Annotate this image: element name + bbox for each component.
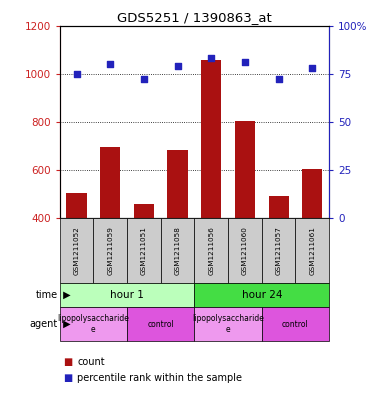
Text: lipopolysaccharide
e: lipopolysaccharide e (57, 314, 129, 334)
Point (174, 63, 181, 69)
Point (208, 55, 214, 61)
Text: ▶: ▶ (60, 319, 70, 329)
Bar (302, 169, 323, 218)
Point (107, 61, 113, 67)
Text: hour 24: hour 24 (241, 290, 282, 300)
Text: GSM1211060: GSM1211060 (242, 226, 248, 275)
Point (276, 76, 282, 83)
Text: time: time (36, 290, 58, 300)
Bar (66, 193, 87, 218)
Text: ■: ■ (64, 373, 73, 383)
Point (309, 65, 315, 71)
Text: GSM1211056: GSM1211056 (208, 226, 214, 275)
Title: GDS5251 / 1390863_at: GDS5251 / 1390863_at (117, 11, 272, 24)
Text: hour 1: hour 1 (110, 290, 144, 300)
Bar (235, 121, 255, 218)
Text: GSM1211051: GSM1211051 (141, 226, 147, 275)
Bar (201, 61, 221, 218)
Text: count: count (77, 357, 105, 367)
Text: lipopolysaccharide
e: lipopolysaccharide e (192, 314, 264, 334)
Text: GSM1211057: GSM1211057 (276, 226, 282, 275)
Text: GSM1211061: GSM1211061 (309, 226, 315, 275)
Text: GSM1211059: GSM1211059 (107, 226, 113, 275)
Bar (167, 149, 188, 218)
Point (141, 76, 147, 83)
Bar (100, 147, 120, 218)
Text: control: control (147, 320, 174, 329)
Text: GSM1211058: GSM1211058 (174, 226, 181, 275)
Text: agent: agent (30, 319, 58, 329)
Text: ■: ■ (64, 357, 73, 367)
Text: ▶: ▶ (60, 290, 70, 300)
Bar (134, 204, 154, 218)
Bar (269, 196, 289, 218)
Point (242, 59, 248, 65)
Text: control: control (282, 320, 309, 329)
Text: GSM1211052: GSM1211052 (74, 226, 80, 275)
Point (74, 70, 80, 77)
Text: percentile rank within the sample: percentile rank within the sample (77, 373, 242, 383)
